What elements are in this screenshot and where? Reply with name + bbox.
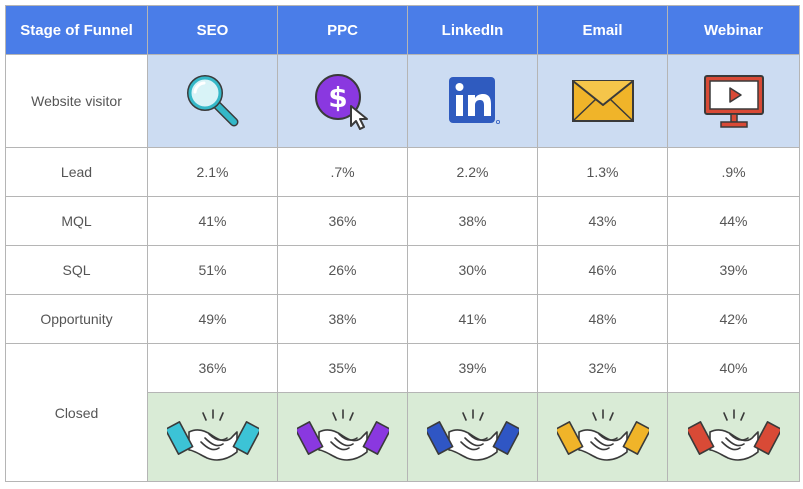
cell-email-icon xyxy=(537,54,668,148)
cell-value: 49% xyxy=(147,294,278,344)
row-sql: SQL 51% 26% 30% 46% 39% xyxy=(5,245,800,295)
cell-value: 46% xyxy=(537,245,668,295)
cell-value: 44% xyxy=(667,196,800,246)
cell-value: 26% xyxy=(277,245,408,295)
cell-value: .9% xyxy=(667,147,800,197)
header-email: Email xyxy=(537,5,668,55)
handshake-icon xyxy=(148,406,277,468)
handshake-icon xyxy=(408,406,537,468)
row-label: Lead xyxy=(5,147,148,197)
cell-value: 38% xyxy=(407,196,538,246)
cell-value: 39% xyxy=(667,245,800,295)
cell-handshake xyxy=(667,392,800,482)
cell-value: 42% xyxy=(667,294,800,344)
cell-value: 38% xyxy=(277,294,408,344)
cell-value: 1.3% xyxy=(537,147,668,197)
row-lead: Lead 2.1% .7% 2.2% 1.3% .9% xyxy=(5,147,800,197)
header-stage: Stage of Funnel xyxy=(5,5,148,55)
row-label: Website visitor xyxy=(5,54,148,148)
cell-ppc-icon: $ xyxy=(277,54,408,148)
cell-seo-icon xyxy=(147,54,278,148)
linkedin-icon xyxy=(408,73,537,129)
monitor-play-icon xyxy=(668,72,799,130)
cell-value: 36% xyxy=(147,343,278,393)
cell-handshake xyxy=(147,392,278,482)
row-mql: MQL 41% 36% 38% 43% 44% xyxy=(5,196,800,246)
cell-value: 40% xyxy=(667,343,800,393)
cell-value: 2.1% xyxy=(147,147,278,197)
row-opportunity: Opportunity 49% 38% 41% 48% 42% xyxy=(5,294,800,344)
handshake-icon xyxy=(278,406,407,468)
cell-linkedin-icon xyxy=(407,54,538,148)
svg-text:$: $ xyxy=(328,81,347,114)
header-webinar: Webinar xyxy=(667,5,800,55)
cell-value: 39% xyxy=(407,343,538,393)
cell-value: 2.2% xyxy=(407,147,538,197)
cell-value: .7% xyxy=(277,147,408,197)
cell-value: 41% xyxy=(147,196,278,246)
row-closed: Closed 36% 35% 39% 32% 40% xyxy=(5,343,800,482)
cell-handshake xyxy=(537,392,668,482)
funnel-table: Stage of Funnel SEO PPC LinkedIn Email W… xyxy=(5,5,800,482)
row-label: Opportunity xyxy=(5,294,148,344)
cell-value: 30% xyxy=(407,245,538,295)
header-row: Stage of Funnel SEO PPC LinkedIn Email W… xyxy=(5,5,800,55)
cell-value: 35% xyxy=(277,343,408,393)
header-seo: SEO xyxy=(147,5,278,55)
ppc-dollar-cursor-icon: $ xyxy=(278,70,407,132)
cell-value: 51% xyxy=(147,245,278,295)
row-label: Closed xyxy=(5,343,148,482)
cell-value: 43% xyxy=(537,196,668,246)
cell-handshake xyxy=(277,392,408,482)
cell-value: 41% xyxy=(407,294,538,344)
cell-value: 48% xyxy=(537,294,668,344)
row-closed-icons xyxy=(6,392,800,482)
row-website-visitor: Website visitor $ xyxy=(5,54,800,148)
handshake-icon xyxy=(538,406,667,468)
header-linkedin: LinkedIn xyxy=(407,5,538,55)
envelope-icon xyxy=(538,77,667,125)
cell-handshake xyxy=(407,392,538,482)
cell-value: 36% xyxy=(277,196,408,246)
row-label: MQL xyxy=(5,196,148,246)
cell-value: 32% xyxy=(537,343,668,393)
handshake-icon xyxy=(668,406,799,468)
cell-webinar-icon xyxy=(667,54,800,148)
row-label: SQL xyxy=(5,245,148,295)
magnifier-icon xyxy=(148,71,277,131)
header-ppc: PPC xyxy=(277,5,408,55)
